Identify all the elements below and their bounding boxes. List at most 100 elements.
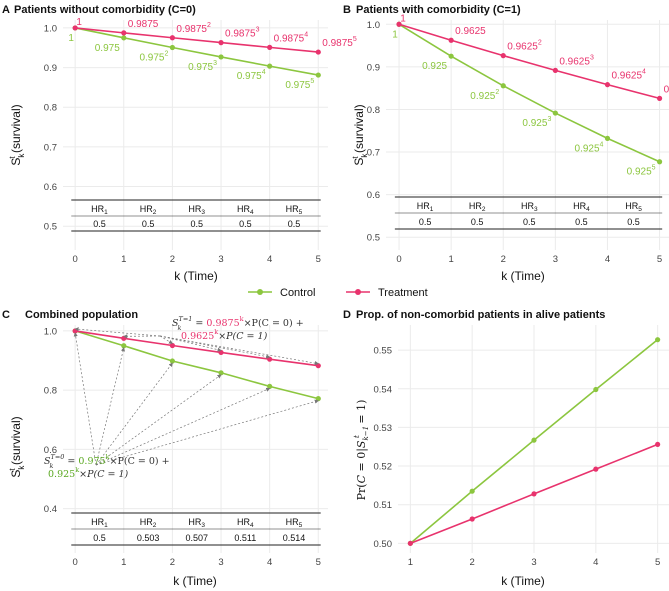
panel-a-hr-header: HR2 [140, 204, 157, 216]
panel-b-hr-header: HR1 [417, 201, 434, 213]
panel-c-hr-header: HR5 [286, 517, 303, 529]
panel-a-hr-header: HR5 [286, 204, 303, 216]
panel-d-ytick-label: 0.55 [374, 346, 393, 357]
panel-b-line-treatment [398, 23, 660, 100]
annotation-control: ST=0 k = 0.975k×P(C = 0) + 0.925k×P(C = 1… [44, 453, 170, 480]
panel-c-xtick-label: 2 [170, 557, 175, 568]
panel-c-hr-value: 0.507 [185, 533, 208, 543]
panel-a-point-control [169, 44, 176, 51]
panel-d-ytick-label: 0.53 [374, 423, 393, 434]
panel-a-xtick-label: 2 [170, 254, 175, 265]
panel-d-title: Prop. of non-comorbid patients in alive … [356, 309, 605, 321]
panel-a-point-control [218, 54, 224, 60]
panel-d-point-treatment [469, 516, 475, 522]
panel-b-hr-value: 0.5 [523, 217, 536, 227]
panel-b-data-label: 0.9625 [455, 26, 486, 37]
panel-a-ytick-label: 0.7 [44, 142, 57, 153]
panel-a-point-treatment [121, 30, 127, 36]
panel-b-ytick-label: 0.5 [367, 233, 380, 244]
panel-b-data-label: 0.96253 [559, 54, 594, 67]
panel-b-ytick-label: 1.0 [367, 20, 380, 31]
panel-d-point-control [469, 488, 475, 494]
panel-b-xtick-label: 1 [448, 254, 453, 265]
panel-b-ylabel: Skt (survival) [351, 104, 369, 165]
ann-c-mult1: ×P(C = 0) + [110, 456, 170, 467]
panel-b-hr-value: 0.5 [575, 217, 588, 227]
panel-c-arrow-control [73, 332, 97, 466]
panel-a-data-label: 0.98754 [274, 31, 309, 44]
panel-b-point-treatment [500, 53, 506, 59]
panel-b-hr-value: 0.5 [419, 217, 432, 227]
panel-d-xtick-label: 2 [470, 557, 475, 568]
panel-a-data-label: 0.98755 [322, 36, 357, 49]
panel-a-point-control [267, 63, 273, 69]
panel-d-point-control [593, 386, 599, 393]
panel-b-ytick-label: 0.8 [367, 105, 380, 116]
panel-d-point-treatment [655, 441, 661, 448]
panel-d-xtick-label: 5 [655, 557, 660, 568]
panel-c-label: C [2, 309, 10, 321]
panel-a-plot-area [63, 20, 328, 250]
panel-a-title: Patients without comorbidity (C=0) [14, 4, 196, 16]
svg-text:0.9625k×P(C = 1): 0.9625k×P(C = 1) [181, 328, 268, 342]
panel-c-point-control [267, 383, 273, 389]
ann-t-mult2: ×P(C = 1) [218, 331, 267, 342]
panel-c-arrow-control [95, 387, 271, 466]
panel-a-ytick-label: 0.9 [44, 63, 57, 74]
panel-d-xtick-label: 3 [531, 557, 536, 568]
panel-c-hr-value: 0.503 [137, 533, 160, 543]
panel-b-ytick-label: 0.9 [367, 62, 380, 73]
svg-text:0.925k×P(C = 1): 0.925k×P(C = 1) [48, 466, 129, 480]
panel-c-xtick-label: 5 [316, 557, 321, 568]
panel-b-hr-header: HR5 [625, 201, 642, 213]
panel-c-ylabel: Skt (survival) [8, 416, 26, 477]
panel-a-line-control [74, 27, 319, 76]
panel-a-hr-header: HR4 [237, 204, 254, 216]
panel-b-point-treatment [448, 37, 454, 43]
panel-a-data-label: 0.975 [95, 43, 120, 54]
panel-b-data-label: 0.96252 [507, 40, 542, 53]
panel-c-point-control [315, 396, 321, 402]
panel-d-ylabel: Pr(C = 0|Sk−1t = 1) [353, 400, 370, 501]
ann-t-sym: S [172, 318, 179, 329]
panel-a-point-treatment [267, 44, 273, 50]
panel-c-arrow-control [95, 399, 319, 466]
panel-a-data-label: 0.9754 [237, 69, 266, 82]
panel-c-xtick-label: 3 [218, 557, 223, 568]
panel-c-xtick-label: 4 [267, 557, 272, 568]
panel-a-hr-value: 0.5 [142, 219, 155, 229]
panel-a-point-control [315, 72, 321, 78]
panel-a-hr-value: 0.5 [190, 219, 203, 229]
panel-b-title: Patients with comorbidity (C=1) [356, 4, 521, 16]
panel-b-data-label: 0.925 [422, 61, 447, 72]
svg-text:ST=1k = 0.9875k×P(C = 0) +: ST=1 k = 0.9875k×P(C = 0) + [172, 315, 304, 332]
panel-b-data-label: 0.9255 [627, 165, 656, 178]
ann-c-exp2: k [75, 466, 79, 474]
panel-c-xtick-label: 1 [121, 557, 126, 568]
panel-b-xtick-label: 5 [657, 254, 662, 265]
panel-c-point-treatment [267, 356, 273, 362]
panel-c-point-control [169, 358, 176, 364]
ann-t-term1: 0.9875 [206, 318, 239, 329]
panel-d-xlabel: k (Time) [501, 574, 545, 588]
panel-a-xtick-label: 1 [121, 254, 126, 265]
panel-d-ytick-label: 0.54 [374, 384, 393, 395]
panel-c-hr-header: HR2 [140, 517, 157, 529]
legend-control-label: Control [280, 287, 315, 299]
panel-a-ytick-label: 1.0 [44, 23, 57, 34]
svg-text:Skt (survival): Skt (survival) [8, 104, 26, 165]
panel-b-point-treatment [552, 67, 558, 73]
panel-a-data-label: 0.9753 [188, 60, 217, 73]
panel-b-xtick-label: 4 [605, 254, 610, 265]
panel-a-xtick-label: 0 [73, 254, 78, 265]
panel-b-point-treatment [396, 21, 402, 27]
panel-a-data-label: 0.98752 [176, 22, 211, 35]
ann-c-sym: S [44, 456, 51, 467]
panel-a-data-label: 1 [68, 33, 74, 44]
ann-t-eq: = [192, 318, 206, 329]
panel-b-point-treatment [656, 95, 663, 101]
panel-c-ytick-label: 0.6 [44, 445, 57, 456]
panel-a-xlabel: k (Time) [174, 269, 218, 283]
panel-a-xtick-label: 4 [267, 254, 272, 265]
